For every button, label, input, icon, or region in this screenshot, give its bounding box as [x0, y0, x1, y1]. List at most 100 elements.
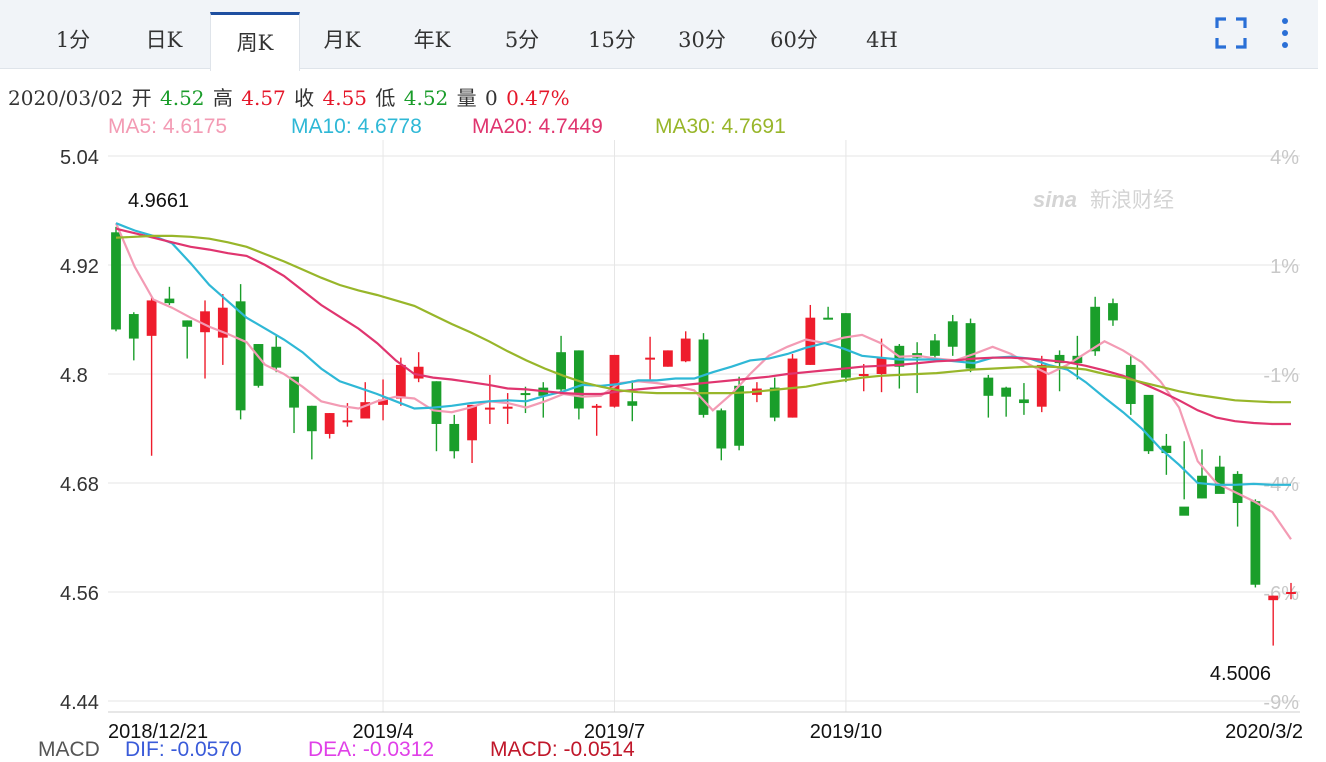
high-label: 高	[212, 86, 233, 110]
fullscreen-icon[interactable]	[1214, 16, 1248, 50]
candle-body	[930, 340, 940, 356]
candle-body	[573, 350, 584, 409]
candle-body	[1286, 592, 1296, 594]
candle-body	[1125, 364, 1136, 404]
period-tab-bar: 1分 日K 周K 月K 年K 5分 15分 30分 60分 4H	[0, 0, 1318, 71]
candle-body	[734, 385, 745, 446]
candle-body	[1090, 306, 1101, 352]
ma5-line	[114, 222, 1292, 540]
watermark-text: 新浪财经	[1090, 188, 1174, 212]
x-tick-label: 2019/10	[810, 721, 882, 743]
y-tick-label: 4.56	[60, 583, 99, 605]
candle-body	[182, 320, 193, 327]
candle-body	[395, 364, 406, 399]
candle-body	[200, 311, 210, 333]
more-vertical-icon[interactable]	[1270, 16, 1300, 50]
ma5-legend: MA5: 4.6175	[108, 115, 228, 138]
min-price-label: 4.5006	[1210, 663, 1271, 685]
ma20-legend: MA20: 4.7449	[472, 115, 603, 138]
candle-body	[1250, 501, 1261, 585]
candle-body	[1054, 354, 1065, 364]
candle-body	[360, 402, 371, 419]
candle-body	[324, 413, 335, 434]
candle-body	[823, 317, 834, 320]
candle-body	[947, 321, 958, 347]
candle-body	[378, 399, 388, 405]
candlestick-chart[interactable]: 5.04 4%4.92 1%4.8 -1%4.68 -4%4.56 -6%4.44 -9%2…	[0, 140, 1326, 754]
candle-body	[111, 232, 121, 330]
tab-6[interactable]: 15分	[588, 28, 636, 52]
x-tick-label: 2020/3/2	[1225, 721, 1303, 743]
low-label: 低	[375, 86, 396, 110]
tab-9[interactable]: 4H	[866, 28, 898, 52]
candle-body	[1197, 475, 1207, 499]
candle-body	[591, 405, 602, 408]
close-label: 收	[294, 86, 315, 110]
watermark-logo: sina	[1033, 187, 1077, 212]
candle-body	[431, 381, 442, 424]
ma20-line	[115, 227, 1291, 426]
candle-body	[983, 377, 994, 396]
candle-body	[698, 339, 709, 415]
candle-body	[484, 407, 495, 410]
y-tick-label: 4.68	[60, 474, 99, 496]
candle-body	[502, 406, 513, 409]
candle-body	[1232, 473, 1243, 503]
tab-1[interactable]: 日K	[145, 28, 183, 52]
candle-body	[164, 298, 175, 304]
candle-body	[680, 338, 691, 362]
low-value: 4.52	[403, 86, 449, 110]
candle-body	[858, 374, 869, 376]
candle-body	[306, 405, 317, 432]
change-percent: 0.47%	[506, 86, 570, 110]
candle-body	[128, 314, 139, 339]
candle-body	[271, 346, 282, 368]
candle-body	[841, 313, 851, 378]
candle-body	[662, 350, 673, 367]
dif-legend: DIF: -0.0570	[125, 738, 242, 761]
y-tick-label: 5.04	[60, 147, 99, 169]
candle-body	[217, 307, 228, 338]
tab-5[interactable]: 5分	[504, 28, 540, 52]
y-right-tick-label: 1%	[1270, 256, 1299, 278]
quote-date: 2020/03/02	[8, 86, 124, 110]
tab-4[interactable]: 年K	[413, 28, 451, 52]
y-right-tick-label: -1%	[1263, 365, 1299, 387]
candle-body	[146, 300, 157, 336]
x-tick-label: 2019/7	[584, 721, 645, 743]
open-label: 开	[131, 86, 152, 110]
tab-0[interactable]: 1分	[55, 28, 91, 52]
macd-label: MACD	[38, 738, 100, 761]
volume-value: 0	[485, 86, 498, 110]
x-tick-label: 2019/4	[352, 721, 413, 743]
ma10-legend: MA10: 4.6778	[291, 115, 422, 138]
tab-8[interactable]: 60分	[770, 28, 818, 52]
candle-body	[1179, 506, 1190, 516]
high-value: 4.57	[241, 86, 286, 110]
candle-body	[413, 366, 424, 379]
candle-body	[1019, 399, 1029, 404]
candle-body	[556, 352, 566, 390]
tab-7[interactable]: 30分	[678, 28, 726, 52]
dea-legend: DEA: -0.0312	[308, 738, 435, 761]
x-tick-label: 2018/12/21	[108, 721, 208, 743]
candle-body	[467, 404, 477, 441]
tab-2[interactable]: 周K	[210, 12, 300, 71]
y-tick-label: 4.8	[60, 365, 88, 387]
y-right-tick-label: -9%	[1263, 692, 1299, 714]
open-value: 4.52	[160, 86, 205, 110]
tab-3[interactable]: 月K	[323, 28, 361, 52]
candle-body	[449, 423, 460, 452]
candle-body	[520, 393, 531, 396]
candle-body	[1036, 364, 1047, 407]
candle-body	[965, 323, 976, 369]
candle-body	[1268, 595, 1279, 601]
candle-body	[609, 354, 620, 407]
y-tick-label: 4.92	[60, 256, 99, 278]
candle-body	[645, 357, 655, 360]
max-price-label: 4.9661	[128, 190, 189, 212]
candle-body	[716, 410, 727, 449]
candle-body	[289, 376, 299, 408]
candle-body	[1143, 394, 1154, 452]
macd-value-legend: MACD: -0.0514	[490, 738, 635, 761]
